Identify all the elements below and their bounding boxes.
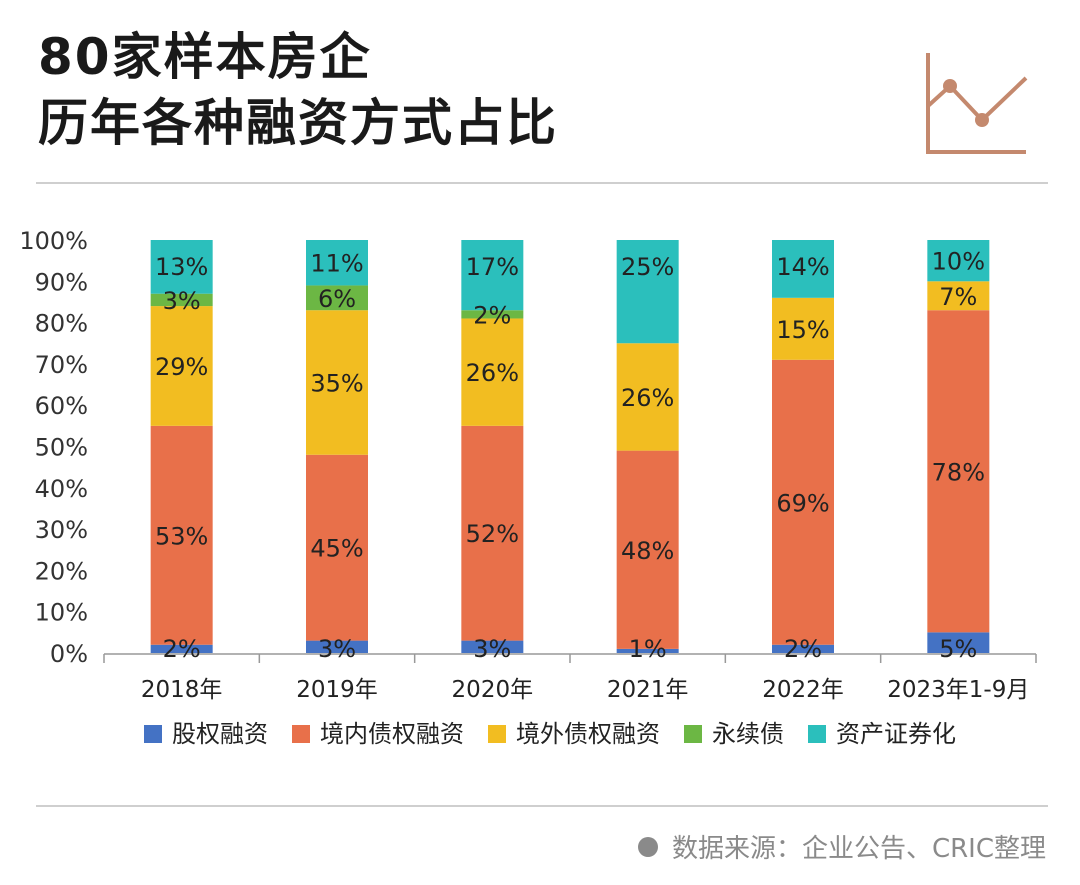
y-tick-label: 60% xyxy=(35,392,88,420)
bar-segment-资产证券化 xyxy=(772,240,834,298)
y-tick-label: 80% xyxy=(35,310,88,338)
bar-segment-境外债权融资 xyxy=(772,297,834,360)
bar-segment-境外债权融资 xyxy=(150,306,213,426)
y-tick-label: 100% xyxy=(19,227,88,255)
source-text: 数据来源：企业公告、CRIC整理 xyxy=(671,834,1046,864)
stacked-bar-chart: 0% 10% 20% 30% 40% 50% 60% 70% 80% 90% 100% 2% 53% 29… xyxy=(19,227,1037,748)
bar-segment-资产证券化 xyxy=(927,240,990,282)
data-label: 29% xyxy=(155,353,208,381)
bar-segment-资产证券化 xyxy=(461,240,524,311)
data-label: 78% xyxy=(932,458,985,486)
bar-segment-境内债权融资 xyxy=(616,450,679,649)
title-line-2: 历年各种融资方式占比 xyxy=(38,94,558,152)
data-label: 3% xyxy=(163,287,201,315)
data-label: 2% xyxy=(784,635,822,663)
y-tick-label: 20% xyxy=(35,557,88,585)
x-tick-label: 2022年 xyxy=(762,677,844,703)
title-line-1: 80家样本房企 xyxy=(38,28,372,86)
x-tick-label: 2020年 xyxy=(452,677,534,703)
bar-segment-境内债权融资 xyxy=(306,454,368,641)
data-label: 13% xyxy=(155,253,208,281)
y-tick-label: 0% xyxy=(50,640,88,668)
bullet-dot-icon xyxy=(637,836,658,857)
bar-segment-股权融资 xyxy=(150,644,213,653)
data-label: 3% xyxy=(473,635,511,663)
data-label: 2% xyxy=(473,301,511,329)
y-tick-label: 50% xyxy=(35,434,88,462)
data-label: 26% xyxy=(621,384,674,412)
legend-label: 境外债权融资 xyxy=(516,720,660,748)
y-tick-label: 10% xyxy=(35,599,88,627)
data-label: 26% xyxy=(466,359,519,387)
bar-segment-永续债 xyxy=(461,310,524,319)
y-tick-label: 70% xyxy=(35,351,88,379)
data-label: 6% xyxy=(318,285,356,313)
legend-label: 永续债 xyxy=(712,720,784,748)
data-label: 2% xyxy=(163,635,201,663)
bar-segment-股权融资 xyxy=(461,640,524,653)
bar-segment-境外债权融资 xyxy=(927,281,990,311)
bar-segment-永续债 xyxy=(150,293,213,307)
legend-swatch xyxy=(488,725,506,743)
data-label: 10% xyxy=(932,248,985,276)
data-label: 52% xyxy=(466,520,519,548)
data-label: 11% xyxy=(310,250,363,278)
data-label: 1% xyxy=(629,635,667,663)
y-tick-label: 90% xyxy=(35,268,88,296)
bar-segment-资产证券化 xyxy=(150,240,213,294)
bar-segment-境内债权融资 xyxy=(927,310,990,633)
bar-segment-境外债权融资 xyxy=(616,343,679,451)
bar-segment-境内债权融资 xyxy=(150,425,213,645)
bar-segment-境内债权融资 xyxy=(772,359,834,645)
legend-label: 股权融资 xyxy=(172,720,268,748)
bar-segment-资产证券化 xyxy=(306,240,368,286)
y-tick-label: 40% xyxy=(35,475,88,503)
data-label: 7% xyxy=(939,283,977,311)
legend-swatch xyxy=(808,725,826,743)
bar-segment-资产证券化 xyxy=(616,240,679,344)
x-tick-label: 2023年1-9月 xyxy=(887,677,1029,703)
data-label: 35% xyxy=(310,369,363,397)
legend-swatch xyxy=(144,725,162,743)
legend-swatch xyxy=(684,725,702,743)
data-label: 45% xyxy=(310,535,363,563)
data-label: 69% xyxy=(776,489,829,517)
bar-segment-股权融资 xyxy=(616,648,679,653)
bar-segment-股权融资 xyxy=(306,640,368,653)
legend-label: 资产证券化 xyxy=(836,720,956,748)
top-divider xyxy=(36,182,1048,184)
bar-segment-境外债权融资 xyxy=(461,318,524,426)
data-label: 14% xyxy=(776,253,829,281)
chart-title: 80家样本房企 历年各种融资方式占比 xyxy=(38,24,558,156)
data-label: 3% xyxy=(318,635,356,663)
x-tick-label: 2018年 xyxy=(141,677,223,703)
y-tick-label: 30% xyxy=(35,516,88,544)
source-note: 数据来源：企业公告、CRIC整理 xyxy=(637,828,1046,865)
data-label: 48% xyxy=(621,537,674,565)
legend-label: 境内债权融资 xyxy=(320,720,464,748)
data-label: 5% xyxy=(939,635,977,663)
bar-segment-境内债权融资 xyxy=(461,425,524,641)
legend-swatch xyxy=(292,725,310,743)
data-label: 15% xyxy=(776,316,829,344)
bar-segment-境外债权融资 xyxy=(306,310,368,455)
data-label: 25% xyxy=(621,253,674,281)
x-tick-label: 2021年 xyxy=(607,677,689,703)
line-chart-icon xyxy=(926,53,1028,154)
data-label: 17% xyxy=(466,253,519,281)
bottom-divider xyxy=(36,805,1048,807)
x-tick-label: 2019年 xyxy=(296,677,378,703)
bar-segment-股权融资 xyxy=(772,644,834,653)
bar-segment-股权融资 xyxy=(927,632,990,653)
bar-segment-永续债 xyxy=(306,285,368,311)
data-label: 53% xyxy=(155,522,208,550)
